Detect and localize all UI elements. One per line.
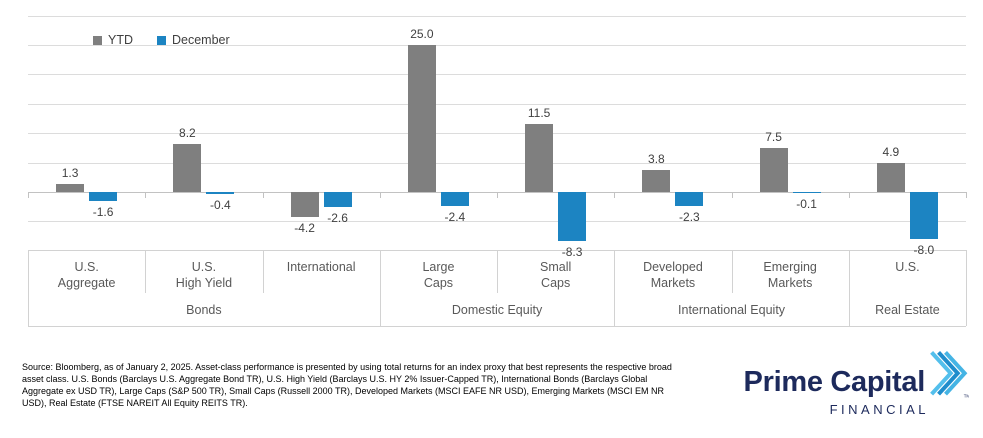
ytd-bar-developed-markets xyxy=(642,169,671,192)
ytd-bar-large-caps xyxy=(407,45,436,192)
logo-chevron-icon: TM xyxy=(930,351,969,399)
category-divider xyxy=(731,249,733,293)
december-bar-u-s-high-yield xyxy=(206,192,235,195)
category-label-large-caps: Large Caps xyxy=(422,259,455,290)
group-divider xyxy=(614,249,616,326)
december-bar-international xyxy=(323,192,352,208)
category-label-u-s-high-yield: U.S. High Yield xyxy=(175,259,233,290)
logo-subtitle: FINANCIAL xyxy=(829,402,929,417)
legend-swatch-ytd xyxy=(93,35,102,45)
gridline xyxy=(28,15,966,17)
december-value-label-u-s-high-yield: -0.4 xyxy=(210,198,231,213)
group-divider xyxy=(966,249,967,326)
december-bar-emerging-markets xyxy=(792,192,821,193)
december-bar-large-caps xyxy=(440,192,469,207)
ytd-value-label-small-caps: 11.5 xyxy=(527,106,551,121)
december-value-label-developed-markets: -2.3 xyxy=(679,209,700,224)
december-value-label-u-s: -8.0 xyxy=(913,243,935,257)
december-bar-developed-markets xyxy=(675,192,704,206)
december-bar-u-s-aggregate xyxy=(89,192,118,202)
source-note: Source: Bloomberg, as of January 2, 2025… xyxy=(22,362,672,408)
legend-item-december: December xyxy=(157,33,230,47)
ytd-bar-u-s-aggregate xyxy=(56,184,85,192)
december-value-label-u-s-aggregate: -1.6 xyxy=(92,205,114,220)
category-band-bottom-border xyxy=(28,326,966,327)
axis-tick xyxy=(28,192,29,198)
december-value-label-large-caps: -2.4 xyxy=(444,210,466,225)
december-value-label-small-caps: -8.3 xyxy=(561,244,583,259)
ytd-value-label-u-s: 4.9 xyxy=(882,145,900,160)
gridline xyxy=(28,45,966,46)
category-divider xyxy=(262,249,264,293)
axis-tick xyxy=(614,192,616,198)
category-label-u-s-aggregate: U.S. Aggregate xyxy=(57,259,116,290)
gridline xyxy=(28,74,966,76)
gridline xyxy=(28,221,966,223)
axis-tick xyxy=(966,192,967,198)
ytd-value-label-u-s-high-yield: 8.2 xyxy=(179,125,196,140)
ytd-bar-u-s xyxy=(876,163,905,192)
axis-tick xyxy=(731,192,733,198)
ytd-bar-emerging-markets xyxy=(759,147,788,192)
prime-capital-logo: Prime Capital TM FINANCIAL xyxy=(744,349,969,417)
legend-item-ytd: YTD xyxy=(93,33,133,47)
axis-tick xyxy=(848,192,850,198)
category-label-small-caps: Small Caps xyxy=(540,259,572,290)
axis-tick xyxy=(145,192,147,198)
ytd-value-label-international: -4.2 xyxy=(294,220,315,235)
gridline xyxy=(28,103,966,105)
gridline xyxy=(28,133,966,135)
december-value-label-international: -2.6 xyxy=(327,211,348,226)
category-divider xyxy=(145,249,147,293)
group-divider xyxy=(379,249,381,326)
ytd-bar-small-caps xyxy=(525,124,554,192)
ytd-bar-international xyxy=(290,192,319,217)
legend-label-december: December xyxy=(172,33,230,47)
group-label-bonds: Bonds xyxy=(186,302,222,317)
category-label-u-s: U.S. xyxy=(895,259,920,274)
ytd-value-label-developed-markets: 3.8 xyxy=(648,151,665,166)
group-label-domestic-equity: Domestic Equity xyxy=(451,302,543,317)
ytd-value-label-emerging-markets: 7.5 xyxy=(765,129,782,144)
december-bar-u-s xyxy=(909,192,938,239)
ytd-value-label-large-caps: 25.0 xyxy=(410,27,434,41)
december-bar-small-caps xyxy=(558,192,587,241)
axis-tick xyxy=(497,192,498,198)
legend-label-ytd: YTD xyxy=(108,33,133,47)
group-label-real-estate: Real Estate xyxy=(875,302,940,317)
ytd-value-label-u-s-aggregate: 1.3 xyxy=(61,166,79,181)
ytd-bar-u-s-high-yield xyxy=(173,143,202,192)
category-label-developed-markets: Developed Markets xyxy=(643,259,703,290)
category-label-emerging-markets: Emerging Markets xyxy=(763,259,817,290)
trademark-symbol: TM xyxy=(964,394,969,399)
december-value-label-emerging-markets: -0.1 xyxy=(796,196,817,211)
axis-tick xyxy=(262,192,264,198)
legend-swatch-december xyxy=(157,35,166,45)
axis-tick xyxy=(379,192,381,198)
group-divider xyxy=(28,249,29,326)
chart-legend: YTD December xyxy=(93,33,254,47)
category-divider xyxy=(497,249,498,293)
group-divider xyxy=(848,249,850,326)
category-label-international: International xyxy=(286,259,356,274)
performance-bar-chart: YTD December 1.3 8.2 -4.2 25.0 11.5 3.8 7.5 4.9 -… xyxy=(28,15,967,327)
group-label-international-equity: International Equity xyxy=(678,302,786,317)
logo-wordmark: Prime Capital xyxy=(743,366,926,398)
gridline xyxy=(28,162,966,164)
